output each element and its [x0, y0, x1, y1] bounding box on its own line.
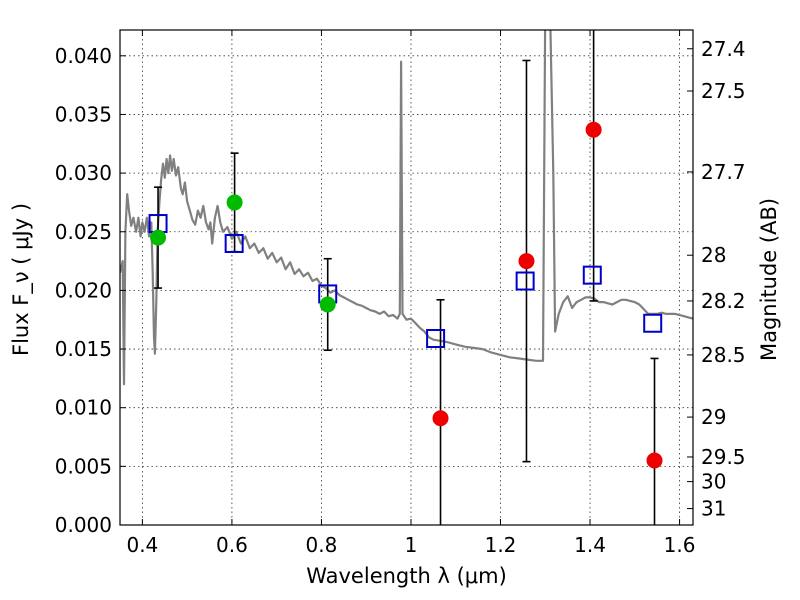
- x-tick-label: 1.2: [485, 533, 517, 557]
- y-tick-label: 0.020: [55, 278, 112, 302]
- y2-tick-label: 27.4: [701, 37, 746, 61]
- grid: [120, 30, 693, 526]
- nondetection-point: [646, 452, 663, 469]
- model-photometry-square: [426, 328, 446, 348]
- y2-tick-label: 27.5: [701, 79, 746, 103]
- model-photometry-square: [224, 233, 244, 253]
- y2-tick-label: 28.5: [701, 343, 746, 367]
- y2-tick-label: 29.5: [701, 445, 746, 469]
- detection-point: [226, 194, 243, 211]
- x-tick-label: 0.6: [216, 533, 248, 557]
- x-tick-label: 0.8: [306, 533, 338, 557]
- nondetection-point: [432, 410, 449, 427]
- plot-frame: [119, 29, 694, 526]
- detection-point: [319, 296, 336, 313]
- model-spectrum-line: [120, 30, 693, 386]
- nondetection-point: [585, 121, 602, 138]
- x-tick-label: 1.4: [574, 533, 606, 557]
- plot-area: [120, 30, 693, 525]
- y-tick-label: 0.030: [55, 161, 112, 185]
- x-axis-label: Wavelength λ (μm): [306, 564, 507, 588]
- x-tick-label: 1.6: [664, 533, 696, 557]
- y2-tick-label: 27.7: [701, 160, 746, 184]
- nondetection-point: [518, 253, 535, 270]
- y2-tick-label: 29: [701, 405, 726, 429]
- y-tick-label: 0.010: [55, 396, 112, 420]
- y-tick-label: 0.025: [55, 220, 112, 244]
- model-photometry-square: [643, 313, 663, 333]
- y-axis-label: Flux F_ν ( μJy ): [9, 203, 34, 356]
- model-photometry-square: [515, 271, 535, 291]
- y-tick-label: 0.000: [55, 513, 112, 537]
- detection-point: [150, 229, 167, 246]
- y-tick-label: 0.035: [55, 102, 112, 126]
- x-tick-label: 1: [405, 533, 418, 557]
- y-tick-label: 0.015: [55, 337, 112, 361]
- y2-tick-label: 28: [701, 243, 726, 267]
- model-photometry-square: [582, 265, 602, 285]
- y-tick-label: 0.040: [55, 44, 112, 68]
- y2-tick-label: 31: [701, 497, 726, 521]
- y2-axis-label: Magnitude (AB): [757, 198, 781, 361]
- x-tick-label: 0.4: [126, 533, 158, 557]
- y-tick-label: 0.005: [55, 454, 112, 478]
- y2-tick-label: 28.2: [701, 289, 746, 313]
- y2-tick-label: 30: [701, 470, 726, 494]
- ticks: 0.4 0.6 0.8 1 1.2 1.4 1.6 0.000 0.005 0.010 0.015 0…: [55, 30, 746, 557]
